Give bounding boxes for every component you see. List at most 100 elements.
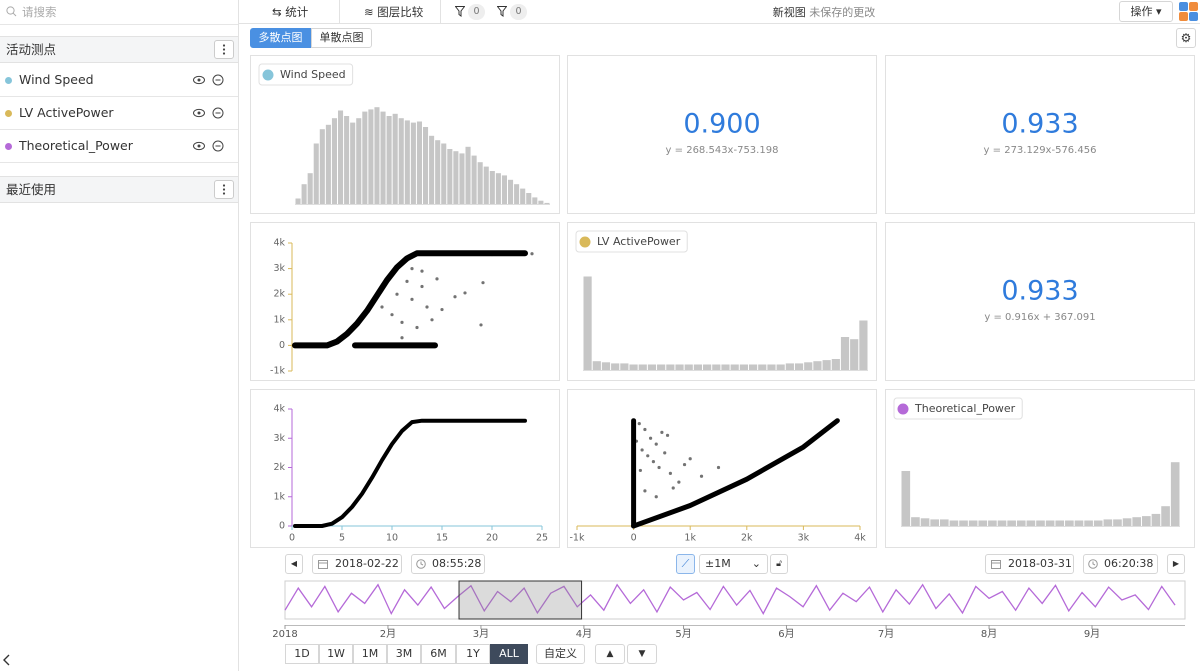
legend-chip[interactable]: LV ActivePower bbox=[575, 230, 688, 253]
timeline-tick-label: 6月 bbox=[778, 628, 794, 640]
prev-button[interactable]: ◀ bbox=[285, 554, 303, 574]
range-button[interactable]: 3M bbox=[387, 644, 421, 664]
scatter-point bbox=[654, 495, 658, 499]
histogram-bar bbox=[410, 122, 416, 204]
regression-equation: y = 273.129x-576.456 bbox=[984, 145, 1097, 156]
eye-icon[interactable] bbox=[193, 108, 205, 118]
custom-button[interactable]: 自定义 bbox=[536, 644, 585, 664]
zoom-out-button[interactable]: ▼ bbox=[627, 644, 657, 664]
histogram-bar bbox=[532, 197, 538, 204]
scatter-point bbox=[651, 460, 656, 464]
remove-icon[interactable] bbox=[212, 107, 224, 119]
subtab[interactable]: 多散点图 bbox=[250, 28, 311, 48]
tab-label: 图层比较 bbox=[377, 5, 424, 19]
histogram-bar bbox=[758, 364, 767, 370]
app-icon[interactable] bbox=[1178, 1, 1199, 22]
tab[interactable]: ⇆ 统计 bbox=[239, 0, 340, 24]
eye-pupil bbox=[197, 78, 201, 82]
histogram-bar bbox=[939, 519, 949, 526]
histogram-bar bbox=[459, 153, 465, 204]
time-text: 08:55:28 bbox=[432, 557, 482, 570]
end-date[interactable]: 2018-03-31 bbox=[985, 554, 1074, 574]
histogram-bar bbox=[859, 320, 868, 370]
scatter-point bbox=[481, 281, 485, 285]
scatter-point bbox=[415, 325, 419, 330]
eye-icon[interactable] bbox=[193, 75, 205, 85]
histogram-bar bbox=[675, 364, 684, 370]
legend-label: Theoretical_Power bbox=[914, 402, 1016, 415]
legend-chip[interactable]: Wind Speed bbox=[258, 63, 354, 86]
remove-icon[interactable] bbox=[212, 74, 224, 86]
histogram-bar bbox=[416, 121, 422, 204]
lock-button[interactable]: 🔓︎ bbox=[770, 554, 788, 574]
window-select[interactable]: ±1M ⌄ bbox=[699, 554, 768, 574]
range-button[interactable]: 1Y bbox=[456, 644, 490, 664]
zoom-in-button[interactable]: ▲ bbox=[595, 644, 625, 664]
menu-button[interactable] bbox=[214, 180, 234, 199]
collapse-icon[interactable] bbox=[2, 653, 12, 667]
histogram-bar bbox=[520, 188, 526, 204]
point-item[interactable]: Wind Speed bbox=[0, 64, 238, 97]
chart-toggle[interactable]: ⟋ bbox=[676, 554, 695, 574]
density-band bbox=[293, 418, 527, 528]
histogram-bar bbox=[657, 364, 666, 370]
panel-frame bbox=[250, 389, 560, 548]
view-title: 新视图 未保存的更改 bbox=[719, 4, 929, 20]
histogram-bar bbox=[1026, 520, 1036, 526]
histogram-bar bbox=[831, 359, 840, 370]
filter-count: 0 bbox=[510, 4, 527, 20]
histogram-bar bbox=[386, 116, 392, 204]
y-tick-label: -1k bbox=[270, 366, 285, 377]
range-button[interactable]: ALL bbox=[490, 644, 528, 664]
histogram-bar bbox=[508, 179, 514, 204]
histogram-bar bbox=[544, 202, 550, 204]
scatter-point bbox=[395, 343, 399, 347]
scatter-point bbox=[668, 471, 672, 475]
settings-button[interactable]: ⚙ bbox=[1176, 28, 1196, 48]
scatter-point bbox=[385, 343, 389, 347]
subtab[interactable]: 单散点图 bbox=[311, 28, 372, 48]
point-item[interactable]: Theoretical_Power bbox=[0, 130, 238, 163]
histogram-bar bbox=[1132, 517, 1142, 526]
filter-icon[interactable] bbox=[455, 6, 465, 17]
menu-button[interactable] bbox=[214, 40, 234, 59]
next-button[interactable]: ▶ bbox=[1167, 554, 1185, 574]
range-button[interactable]: 1D bbox=[285, 644, 319, 664]
histogram-bar bbox=[374, 107, 380, 204]
tab[interactable]: ≋ 图层比较 bbox=[340, 0, 441, 24]
panel: Theoretical_Power bbox=[885, 389, 1195, 548]
search-input[interactable]: 请搜索 bbox=[22, 5, 57, 19]
end-time[interactable]: 06:20:38 bbox=[1083, 554, 1158, 574]
histogram-bar bbox=[1007, 520, 1016, 526]
scatter-point bbox=[410, 297, 414, 301]
start-time[interactable]: 08:55:28 bbox=[411, 554, 485, 574]
scatter-point bbox=[433, 343, 437, 347]
panel-frame bbox=[885, 222, 1195, 381]
time-text: 06:20:38 bbox=[1104, 557, 1154, 570]
y-tick-label: 0 bbox=[279, 340, 285, 351]
range-button[interactable]: 6M bbox=[421, 644, 456, 664]
histogram-bar bbox=[712, 364, 721, 370]
x-tick-label: 10 bbox=[386, 533, 398, 544]
start-date[interactable]: 2018-02-22 bbox=[312, 554, 402, 574]
remove-icon[interactable] bbox=[212, 140, 224, 152]
range-button[interactable]: 1W bbox=[319, 644, 353, 664]
histogram-bar bbox=[721, 364, 730, 370]
scatter-point bbox=[677, 480, 681, 484]
regression-equation: y = 268.543x-753.198 bbox=[666, 145, 779, 156]
point-item[interactable]: LV ActivePower bbox=[0, 97, 238, 130]
filter-icon[interactable] bbox=[497, 6, 507, 17]
legend-chip[interactable]: Theoretical_Power bbox=[893, 397, 1023, 420]
histogram-bar bbox=[988, 520, 997, 526]
histogram-bar bbox=[483, 166, 489, 204]
action-button[interactable]: 操作 ▾ bbox=[1119, 1, 1173, 22]
scatter-point bbox=[654, 442, 658, 446]
range-button[interactable]: 1M bbox=[353, 644, 387, 664]
scatter-point bbox=[688, 457, 692, 461]
regression-equation: y = 0.916x + 367.091 bbox=[984, 312, 1095, 323]
eye-icon[interactable] bbox=[193, 141, 205, 151]
timeline-window[interactable] bbox=[458, 580, 583, 620]
item-icons bbox=[193, 107, 224, 119]
color-dot bbox=[5, 143, 12, 150]
